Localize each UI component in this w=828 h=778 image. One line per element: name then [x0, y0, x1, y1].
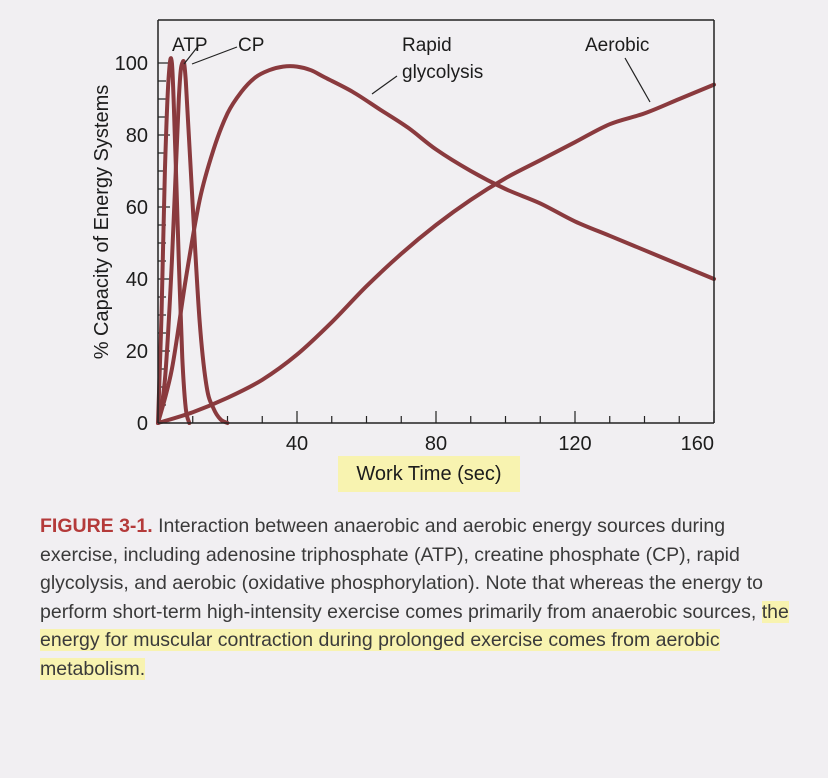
figure-caption: FIGURE 3-1. Interaction between anaerobi… [40, 512, 800, 684]
aerobic-leader-line [624, 57, 651, 103]
series-line-atp [156, 56, 192, 425]
y-tick-label: 0 [137, 413, 148, 435]
glycolysis-leader-line [371, 75, 398, 95]
series-line-cp [156, 59, 230, 425]
series-lines [156, 56, 716, 425]
annotation-glycolysis: glycolysis [402, 62, 483, 83]
y-tick-label: 80 [126, 125, 148, 147]
annotation-aerobic: Aerobic [585, 35, 649, 56]
y-tick-label: 20 [126, 341, 148, 363]
y-tick-label: 40 [126, 269, 148, 291]
x-tick-label: 120 [558, 433, 591, 455]
x-tick-label: 160 [681, 433, 714, 455]
figure-label: FIGURE 3-1. [40, 515, 153, 537]
series-line-rapid-glycolysis [156, 64, 716, 425]
chart-background [0, 0, 828, 500]
annotation-rapid: Rapid [402, 35, 452, 56]
annotation-cp: CP [238, 35, 264, 56]
cp-leader-line [191, 46, 238, 65]
y-axis-title: % Capacity of Energy Systems [91, 85, 113, 360]
x-axis-title-highlight [338, 456, 520, 492]
x-tick-label: 40 [286, 433, 308, 455]
tick-labels: 0 20 40 60 80 100 40 80 120 160 [115, 53, 714, 455]
x-axis-title: Work Time (sec) [356, 463, 502, 485]
x-tick-label: 80 [425, 433, 447, 455]
series-line-aerobic [156, 82, 716, 425]
annotation-atp: ATP [172, 35, 208, 56]
y-tick-label: 60 [126, 197, 148, 219]
energy-systems-chart: 0 20 40 60 80 100 40 80 120 160 ATP CP Rapid glyc… [0, 0, 828, 500]
caption-text: Interaction between anaerobic and aerobi… [40, 515, 763, 623]
atp-leader-line [183, 44, 200, 65]
y-tick-label: 100 [115, 53, 148, 75]
